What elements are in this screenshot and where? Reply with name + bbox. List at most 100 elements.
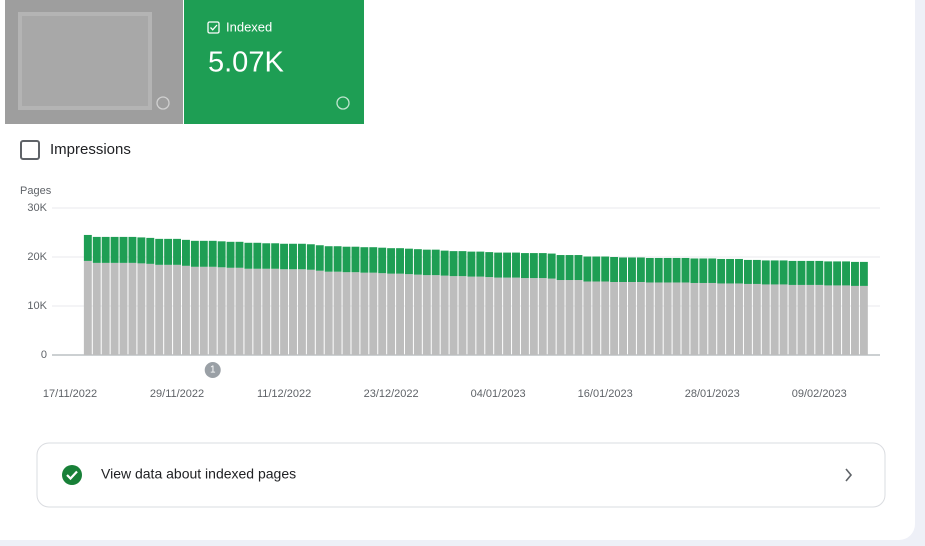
- toggle-label[interactable]: Impressions: [50, 141, 131, 158]
- bar-segment: [690, 258, 699, 283]
- bar-segment: [235, 267, 244, 355]
- link-label[interactable]: View data about indexed pages: [101, 466, 296, 482]
- bar-segment: [164, 238, 173, 265]
- bar-segment: [735, 283, 743, 355]
- bar-segment: [440, 275, 449, 355]
- bar-segment: [512, 277, 520, 355]
- bar-segment: [681, 282, 690, 355]
- bar-segment: [119, 262, 128, 355]
- bar-segment: [378, 273, 387, 355]
- bar-segment: [244, 242, 253, 269]
- bar-segment: [396, 248, 404, 274]
- bar-segment: [770, 284, 779, 355]
- plot: 0 10K 20K 30K 17/11/2022 29/11/2022 11/12/2022…: [27, 202, 880, 400]
- bar-segment: [137, 263, 146, 355]
- bar-segment: [788, 284, 797, 355]
- bar-segment: [735, 258, 743, 284]
- bar-segment: [494, 252, 503, 278]
- bar-segment: [797, 284, 806, 355]
- bar-segment: [280, 269, 289, 355]
- bar-segment: [592, 256, 601, 282]
- bar-segment: [699, 258, 708, 283]
- impressions-checkbox[interactable]: [20, 140, 40, 160]
- bar-segment: [297, 243, 306, 270]
- bar-segment: [128, 262, 137, 355]
- bar-segment: [752, 283, 761, 355]
- bar-segment: [628, 257, 636, 282]
- bar-segment: [119, 236, 128, 263]
- bar-segment: [306, 244, 315, 270]
- x-tick-label: 09/02/2023: [792, 388, 847, 400]
- bar-segment: [503, 277, 512, 355]
- tile-placeholder: [18, 12, 152, 110]
- bar-segment: [743, 259, 752, 284]
- bar-segment: [324, 246, 333, 272]
- bar-segment: [779, 260, 788, 285]
- bar-segment: [190, 266, 199, 355]
- bar-segment: [815, 260, 824, 285]
- bar-segment: [672, 257, 681, 283]
- bar-segment: [663, 282, 672, 355]
- bar-segment: [110, 262, 119, 355]
- bar-segment: [601, 256, 610, 282]
- link-card[interactable]: [36, 442, 886, 508]
- bar-segment: [413, 274, 422, 355]
- bar-segment: [342, 272, 351, 355]
- bar-segment: [833, 261, 842, 286]
- bar-segment: [859, 261, 868, 286]
- bar-segment: [92, 262, 101, 355]
- bar-segment: [190, 240, 199, 267]
- bar-segment: [333, 246, 342, 272]
- bar-segment: [565, 255, 574, 281]
- bar-segment: [422, 249, 431, 276]
- bar-segment: [619, 281, 627, 355]
- bar-segment: [467, 276, 476, 355]
- bar-segment: [538, 253, 547, 279]
- bar-segment: [208, 240, 217, 267]
- bar-segment: [306, 269, 315, 355]
- bar-segment: [297, 269, 306, 355]
- tile-checkbox: [207, 21, 220, 34]
- bar-segment: [289, 243, 297, 270]
- help-icon[interactable]: [336, 96, 350, 110]
- bar-segment: [155, 238, 164, 265]
- bar-segment: [636, 281, 645, 355]
- bar-segment: [833, 285, 842, 355]
- bar-segment: [583, 256, 592, 282]
- bar-segment: [512, 252, 520, 278]
- bar-segment: [378, 247, 387, 274]
- bar-segment: [182, 239, 190, 266]
- chevron[interactable]: [845, 468, 853, 482]
- bar-segment: [485, 277, 494, 355]
- bar-segment: [83, 260, 92, 355]
- bar-segment: [369, 247, 378, 273]
- bar-segment: [173, 264, 181, 355]
- bar-segment: [92, 236, 101, 263]
- bar-segment: [476, 251, 485, 277]
- bar-segment: [271, 243, 280, 269]
- y-tick-label: 10K: [27, 300, 47, 312]
- bar-segment: [262, 268, 271, 355]
- x-tick-label: 04/01/2023: [471, 388, 526, 400]
- bar-segment: [101, 236, 110, 263]
- bar-segment: [636, 257, 645, 282]
- bar-segment: [342, 246, 351, 273]
- bar-segment: [360, 272, 369, 355]
- bar-segment: [654, 257, 663, 283]
- indexed-tile[interactable]: [184, 0, 364, 124]
- bar-segment: [851, 261, 859, 286]
- bar-segment: [628, 281, 636, 355]
- bar-segment: [806, 260, 815, 285]
- bar-segment: [422, 275, 431, 355]
- bar-segment: [110, 236, 119, 263]
- bar-segment: [761, 260, 770, 285]
- bar-segment: [708, 282, 717, 355]
- x-tick-label: 17/11/2022: [43, 388, 97, 400]
- bar-segment: [405, 274, 413, 355]
- y-tick-label: 30K: [27, 202, 47, 214]
- bar-segment: [842, 285, 850, 355]
- help-icon[interactable]: [156, 96, 170, 110]
- bar-segment: [824, 261, 833, 286]
- bar-segment: [83, 234, 92, 261]
